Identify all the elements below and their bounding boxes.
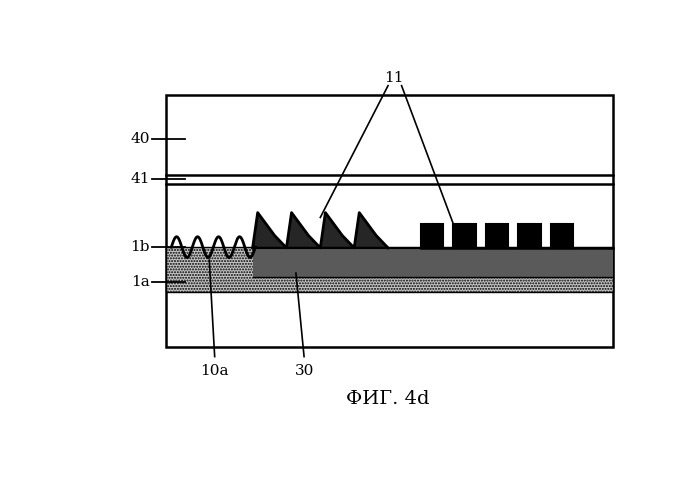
Text: 1a: 1a [131, 275, 150, 289]
Bar [551, 224, 573, 248]
Bar [252, 248, 388, 277]
Text: 41: 41 [130, 173, 150, 187]
Bar [421, 224, 443, 248]
Bar [486, 224, 508, 248]
Text: ФИГ. 4d: ФИГ. 4d [346, 390, 430, 408]
Polygon shape [287, 213, 320, 248]
Polygon shape [354, 213, 388, 248]
Polygon shape [252, 213, 287, 248]
Bar [166, 95, 613, 348]
Text: 30: 30 [294, 364, 314, 378]
Text: 11: 11 [384, 71, 403, 85]
Bar [518, 224, 541, 248]
Text: 1b: 1b [130, 240, 150, 254]
Bar [385, 248, 613, 277]
Bar [453, 224, 476, 248]
Text: 40: 40 [130, 133, 150, 147]
Polygon shape [320, 213, 354, 248]
Text: 10a: 10a [201, 364, 229, 378]
Bar [166, 247, 613, 292]
